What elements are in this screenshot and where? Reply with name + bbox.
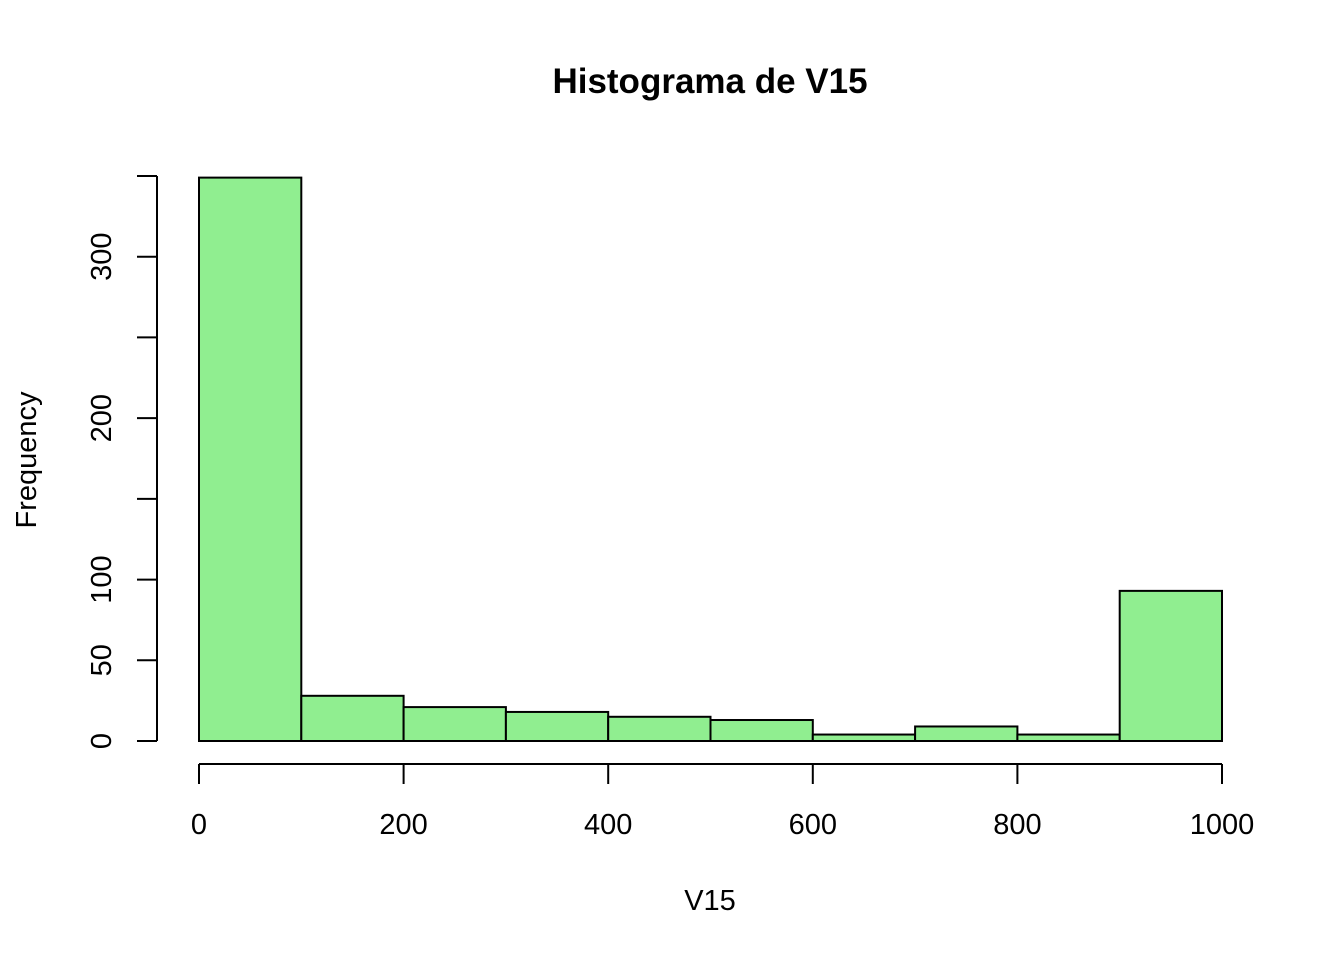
histogram-bar-1 [300,694,405,742]
x-axis-label: V15 [684,885,736,917]
histogram-bar-3 [504,710,610,743]
x-axis: 0 200 400 600 800 1000 [191,763,1255,841]
x-tick-label-5: 1000 [1190,809,1255,841]
chart-title: Histograma de V15 [552,62,867,101]
histogram-bar-7 [914,725,1019,743]
y-tick-label-4: 200 [86,394,118,442]
y-tick-label-6: 300 [86,233,118,281]
x-tick-label-2: 400 [584,809,632,841]
y-tick-label-1: 50 [86,644,118,676]
histogram-bar-2 [402,706,507,742]
histogram-bar-0 [198,176,303,743]
y-tick-label-2: 100 [86,555,118,603]
histogram-bar-9 [1118,589,1223,742]
x-tick-label-4: 800 [993,809,1041,841]
x-tick-label-0: 0 [191,809,207,841]
y-axis-label: Frequency [11,391,43,529]
histogram-bar-8 [1016,733,1121,742]
histogram-bar-6 [811,733,917,742]
y-tick-label-0: 0 [86,733,118,749]
histogram-bar-5 [709,719,814,742]
x-tick-label-3: 600 [789,809,837,841]
histogram-bar-4 [607,715,712,742]
x-tick-label-1: 200 [379,809,427,841]
y-axis: 0 50 100 200 300 [86,175,158,749]
bars-group [198,176,1223,743]
